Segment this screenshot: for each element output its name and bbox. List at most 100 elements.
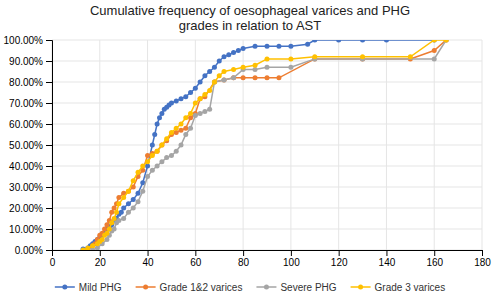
x-tick-label: 160: [426, 257, 443, 268]
point: [90, 243, 95, 248]
point: [253, 63, 258, 68]
point: [312, 54, 317, 59]
y-tick-mark: [46, 229, 52, 230]
point: [150, 153, 155, 158]
point: [198, 96, 203, 101]
point: [432, 48, 437, 53]
point: [157, 115, 162, 120]
point: [136, 199, 141, 204]
y-tick-label: 80.00%: [9, 77, 43, 88]
point: [217, 73, 222, 78]
point: [119, 210, 124, 215]
y-tick-mark: [46, 208, 52, 209]
point: [183, 94, 188, 99]
point: [112, 216, 117, 221]
point: [241, 75, 246, 80]
point: [85, 245, 90, 250]
x-tick-mark: [148, 250, 149, 256]
point: [207, 69, 212, 74]
point: [174, 98, 179, 103]
y-tick-label: 0.00%: [15, 245, 43, 256]
x-tick-mark: [291, 250, 292, 256]
y-tick-label: 10.00%: [9, 224, 43, 235]
y-tick: 20.00%: [9, 203, 52, 214]
title-line: Cumulative frequency of oesophageal vari…: [90, 3, 410, 18]
point: [384, 40, 389, 43]
x-tick-label: 100: [283, 257, 300, 268]
point: [231, 50, 236, 55]
legend-label: Grade 3 varices: [375, 282, 446, 293]
y-tick-mark: [46, 250, 52, 251]
point: [188, 126, 193, 131]
y-tick-mark: [46, 82, 52, 83]
series-line: [93, 40, 447, 250]
legend-label: Grade 1&2 varices: [160, 282, 243, 293]
legend-item: Mild PHG: [55, 282, 122, 293]
y-tick: 70.00%: [9, 98, 52, 109]
series: [90, 40, 449, 250]
point: [159, 159, 164, 164]
point: [179, 122, 184, 127]
y-tick: 10.00%: [9, 224, 52, 235]
y-tick: 80.00%: [9, 77, 52, 88]
point: [126, 201, 131, 206]
y-tick-label: 70.00%: [9, 98, 43, 109]
point: [150, 168, 155, 173]
point: [145, 174, 150, 179]
y-tick-mark: [46, 187, 52, 188]
y-axis: 0.00%10.00%20.00%30.00%40.00%50.00%60.00…: [4, 35, 53, 256]
point: [212, 80, 217, 85]
point: [222, 69, 227, 74]
point: [288, 44, 293, 49]
grid: [52, 40, 482, 250]
point: [193, 113, 198, 118]
x-tick: 180: [474, 250, 491, 268]
x-tick-mark: [100, 250, 101, 256]
series-line: [83, 40, 446, 250]
point: [265, 75, 270, 80]
point: [121, 216, 126, 221]
point: [107, 227, 112, 232]
legend-item: Grade 1&2 varices: [136, 282, 243, 293]
point: [116, 201, 121, 206]
point: [183, 115, 188, 120]
point: [408, 54, 413, 59]
y-tick-label: 90.00%: [9, 56, 43, 67]
point: [193, 101, 198, 106]
point: [126, 189, 131, 194]
x-tick-mark: [195, 250, 196, 256]
point: [140, 164, 145, 169]
point: [116, 218, 121, 223]
point: [305, 42, 310, 47]
point: [81, 248, 86, 251]
legend-item: Severe PHG: [256, 282, 336, 293]
point: [155, 164, 160, 169]
point: [276, 75, 281, 80]
point: [202, 109, 207, 114]
point: [276, 44, 281, 49]
point: [174, 126, 179, 131]
point: [253, 75, 258, 80]
title: Cumulative frequency of oesophageal vari…: [90, 3, 410, 33]
point: [360, 54, 365, 59]
point: [188, 111, 193, 116]
point: [136, 170, 141, 175]
legend-label: Severe PHG: [280, 282, 336, 293]
x-axis-line: [53, 251, 483, 257]
x-tick-label: 40: [142, 257, 154, 268]
point: [136, 191, 141, 196]
legend: Mild PHG Grade 1&2 varices Severe PHG Grade…: [55, 282, 445, 293]
y-tick-label: 50.00%: [9, 140, 43, 151]
y-tick: 60.00%: [9, 119, 52, 130]
y-tick-mark: [46, 103, 52, 104]
point: [116, 195, 121, 200]
x-tick: 80: [238, 250, 250, 268]
x-tick-label: 80: [238, 257, 250, 268]
y-tick: 0.00%: [15, 245, 52, 256]
point: [336, 40, 341, 43]
x-tick: 120: [331, 250, 348, 268]
point: [193, 86, 198, 91]
point: [159, 143, 164, 148]
point: [114, 210, 119, 215]
point: [155, 122, 160, 127]
